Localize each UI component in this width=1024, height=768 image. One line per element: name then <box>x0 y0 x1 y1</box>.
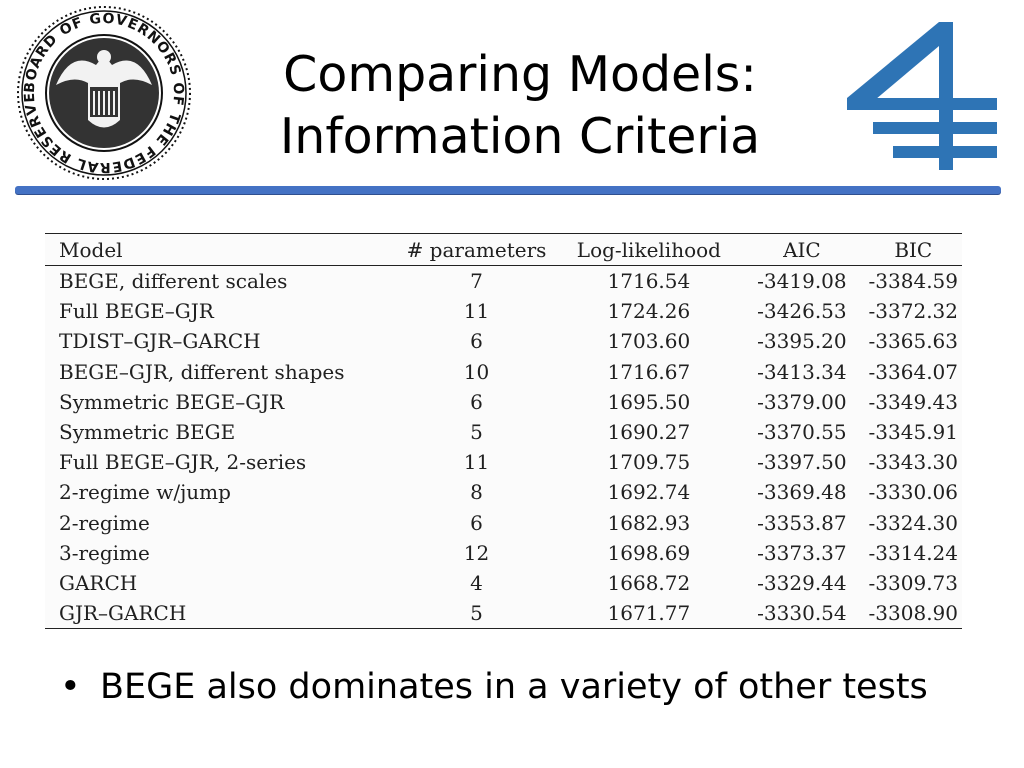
cell-model: 2-regime w/jump <box>59 480 231 505</box>
bullet-text: BEGE also dominates in a variety of othe… <box>100 667 928 707</box>
cell-log-likelihood: 1698.69 <box>607 540 691 565</box>
cell-parameters: 8 <box>470 480 483 505</box>
cell-log-likelihood: 1692.74 <box>607 480 691 505</box>
header-aic: AIC <box>783 237 821 262</box>
cell-aic: -3369.48 <box>757 480 847 505</box>
cell-bic: -3343.30 <box>868 450 958 475</box>
cell-parameters: 10 <box>463 359 490 384</box>
cell-bic: -3330.06 <box>868 480 958 505</box>
cell-bic: -3349.43 <box>868 389 958 414</box>
corner-logo <box>843 22 1003 170</box>
cell-aic: -3330.54 <box>757 601 847 626</box>
table-row: Full BEGE–GJR, 2-series 11 1709.75 -3397.50… <box>45 447 962 477</box>
cell-bic: -3314.24 <box>868 540 958 565</box>
title-line-1: Comparing Models: <box>283 46 757 103</box>
cell-aic: -3397.50 <box>757 450 847 475</box>
information-criteria-table: Model # parameters Log-likelihood AIC BI… <box>45 233 962 630</box>
table-row: 2-regime 6 1682.93 -3353.87 -3324.30 <box>45 508 962 538</box>
cell-parameters: 5 <box>470 601 483 626</box>
cell-model: GARCH <box>59 570 138 595</box>
cell-log-likelihood: 1668.72 <box>607 570 691 595</box>
cell-parameters: 6 <box>470 389 483 414</box>
table-row: Symmetric BEGE–GJR 6 1695.50 -3379.00 -3349.… <box>45 387 962 417</box>
table-row: BEGE, different scales 7 1716.54 -3419.08 -3… <box>45 266 962 297</box>
table-row: GJR–GARCH 5 1671.77 -3330.54 -3308.90 <box>45 598 962 629</box>
header-bic: BIC <box>894 237 933 262</box>
table-row: TDIST–GJR–GARCH 6 1703.60 -3395.20 -3365.63 <box>45 326 962 356</box>
cell-parameters: 11 <box>463 450 490 475</box>
cell-log-likelihood: 1724.26 <box>607 299 691 324</box>
title-line-2: Information Criteria <box>279 108 761 165</box>
cell-aic: -3379.00 <box>757 389 847 414</box>
cell-model: Full BEGE–GJR <box>59 299 214 324</box>
cell-log-likelihood: 1716.67 <box>607 359 691 384</box>
header-log-likelihood: Log-likelihood <box>576 237 721 262</box>
cell-log-likelihood: 1671.77 <box>607 601 691 626</box>
cell-bic: -3308.90 <box>868 601 958 626</box>
cell-aic: -3353.87 <box>757 510 847 535</box>
cell-log-likelihood: 1709.75 <box>607 450 691 475</box>
cell-model: Symmetric BEGE–GJR <box>59 389 285 414</box>
cell-aic: -3373.37 <box>757 540 847 565</box>
table-row: 3-regime 12 1698.69 -3373.37 -3314.24 <box>45 538 962 568</box>
cell-bic: -3324.30 <box>868 510 958 535</box>
cell-model: GJR–GARCH <box>59 601 187 626</box>
table-header-row: Model # parameters Log-likelihood AIC BI… <box>45 233 962 266</box>
cell-bic: -3384.59 <box>868 269 958 294</box>
header-model: Model <box>59 237 123 262</box>
cell-parameters: 6 <box>470 329 483 354</box>
table-row: Full BEGE–GJR 11 1724.26 -3426.53 -3372.32 <box>45 296 962 326</box>
bullet-icon: • <box>60 667 81 707</box>
cell-model: BEGE, different scales <box>59 269 288 294</box>
cell-bic: -3309.73 <box>868 570 958 595</box>
header-parameters: # parameters <box>406 237 547 262</box>
cell-aic: -3370.55 <box>757 420 847 445</box>
cell-model: Symmetric BEGE <box>59 420 236 445</box>
cell-log-likelihood: 1690.27 <box>607 420 691 445</box>
table-row: 2-regime w/jump 8 1692.74 -3369.48 -3330.06 <box>45 477 962 507</box>
cell-parameters: 7 <box>470 269 483 294</box>
cell-model: 3-regime <box>59 540 150 565</box>
table-row: GARCH 4 1668.72 -3329.44 -3309.73 <box>45 568 962 598</box>
cell-bic: -3345.91 <box>868 420 958 445</box>
cell-log-likelihood: 1682.93 <box>607 510 691 535</box>
title-divider <box>15 186 1001 194</box>
cell-aic: -3413.34 <box>757 359 847 384</box>
cell-aic: -3419.08 <box>757 269 847 294</box>
cell-bic: -3372.32 <box>868 299 958 324</box>
cell-log-likelihood: 1716.54 <box>607 269 691 294</box>
cell-parameters: 6 <box>470 510 483 535</box>
cell-parameters: 12 <box>463 540 490 565</box>
cell-parameters: 11 <box>463 299 490 324</box>
cell-model: BEGE–GJR, different shapes <box>59 359 345 384</box>
cell-log-likelihood: 1695.50 <box>607 389 691 414</box>
bullet-point: • BEGE also dominates in a variety of oth… <box>60 667 928 707</box>
cell-parameters: 5 <box>470 420 483 445</box>
federal-reserve-seal-logo: BOARD OF GOVERNORS OF THE FEDERAL RESERV… <box>9 0 192 181</box>
cell-aic: -3329.44 <box>757 570 847 595</box>
table-row: Symmetric BEGE 5 1690.27 -3370.55 -3345.91 <box>45 417 962 447</box>
cell-aic: -3426.53 <box>757 299 847 324</box>
cell-aic: -3395.20 <box>757 329 847 354</box>
cell-bic: -3364.07 <box>868 359 958 384</box>
cell-model: 2-regime <box>59 510 150 535</box>
cell-model: Full BEGE–GJR, 2-series <box>59 450 307 475</box>
cell-model: TDIST–GJR–GARCH <box>59 329 261 354</box>
cell-parameters: 4 <box>470 570 483 595</box>
cell-bic: -3365.63 <box>868 329 958 354</box>
cell-log-likelihood: 1703.60 <box>607 329 691 354</box>
table-row: BEGE–GJR, different shapes 10 1716.67 -3413… <box>45 357 962 387</box>
slide-title: Comparing Models: Information Criteria <box>205 44 835 168</box>
